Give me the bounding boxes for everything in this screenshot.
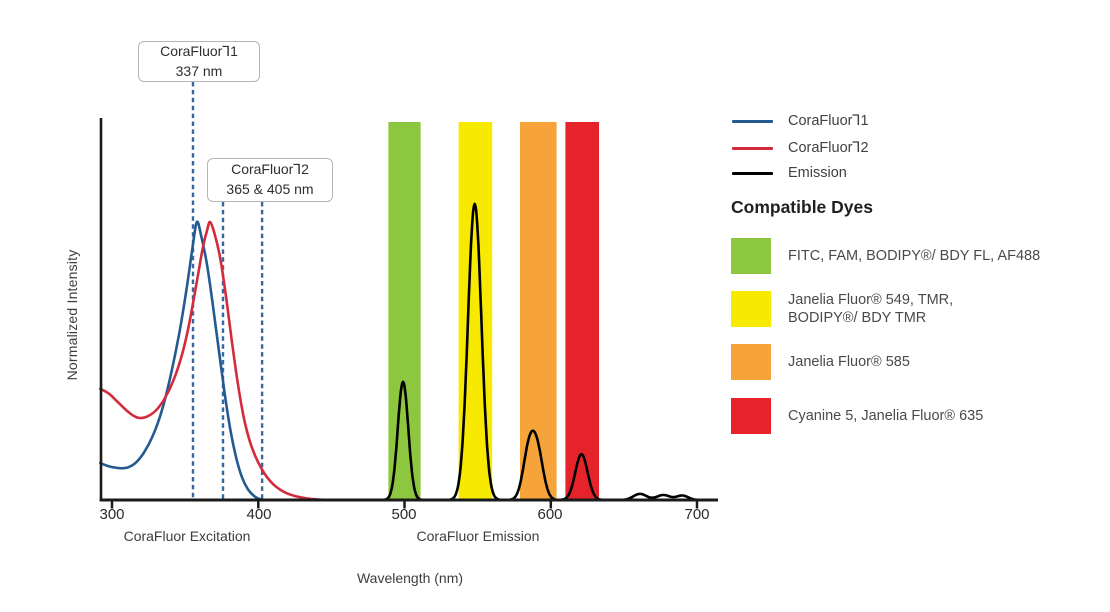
green-filter-band	[388, 122, 421, 500]
x-axis-title: Wavelength (nm)	[356, 570, 464, 586]
x-tick-label-600: 600	[537, 506, 563, 523]
x-region-label-emission: CoraFluor Emission	[416, 528, 540, 544]
legend-line-corafluor1	[732, 119, 773, 123]
excitation-curve-corafluor2	[99, 220, 330, 502]
dye-label: Janelia Fluor® 549, TMR, BODIPY®/ BDY TM…	[788, 292, 954, 327]
dye-swatch-red	[731, 398, 771, 434]
excitation-curve-corafluor1	[99, 220, 264, 502]
x-region-label-excitation: CoraFluor Excitation	[123, 528, 251, 544]
dye-label: FITC, FAM, BODIPY®/ BDY FL, AF488	[788, 247, 1041, 264]
dye-item-red: Cyanine 5, Janelia Fluor® 635	[731, 398, 983, 434]
dye-swatch-yellow	[731, 291, 771, 328]
x-tick-label-500: 500	[391, 506, 417, 523]
y-axis-label: Normalized Intensity	[64, 249, 80, 381]
legend-line-corafluor2	[732, 146, 773, 150]
dye-item-orange: Janelia Fluor® 585	[731, 344, 910, 380]
dye-item-green: FITC, FAM, BODIPY®/ BDY FL, AF488	[731, 238, 1040, 274]
legend-item-emission: Emission	[732, 164, 847, 182]
dye-item-yellow: Janelia Fluor® 549, TMR, BODIPY®/ BDY TM…	[731, 291, 954, 328]
annotation-corafluor2-365-405nm: CoraFluor⅂2 365 & 405 nm	[207, 158, 333, 202]
legend-label: CoraFluor⅂2	[788, 140, 869, 156]
compatible-dyes-heading: Compatible Dyes	[731, 197, 873, 217]
red-filter-band	[565, 122, 599, 500]
legend-label: Emission	[788, 165, 847, 181]
spectra-plot	[99, 82, 718, 509]
x-tick-label-700: 700	[684, 506, 710, 523]
dye-swatch-green	[731, 238, 771, 274]
annotation-corafluor1-337nm: CoraFluor⅂1 337 nm	[138, 41, 260, 82]
legend-item-corafluor1: CoraFluor⅂1	[732, 112, 869, 130]
legend-line-emission	[732, 171, 773, 175]
x-tick-label-300: 300	[99, 506, 125, 523]
dye-swatch-orange	[731, 344, 771, 380]
dye-label: Cyanine 5, Janelia Fluor® 635	[788, 407, 984, 424]
legend-item-corafluor2: CoraFluor⅂2	[732, 139, 869, 157]
legend-label: CoraFluor⅂1	[788, 113, 869, 129]
orange-filter-band	[520, 122, 557, 500]
emission-curve	[351, 202, 716, 502]
dye-label: Janelia Fluor® 585	[788, 353, 910, 370]
x-tick-label-400: 400	[246, 506, 272, 523]
